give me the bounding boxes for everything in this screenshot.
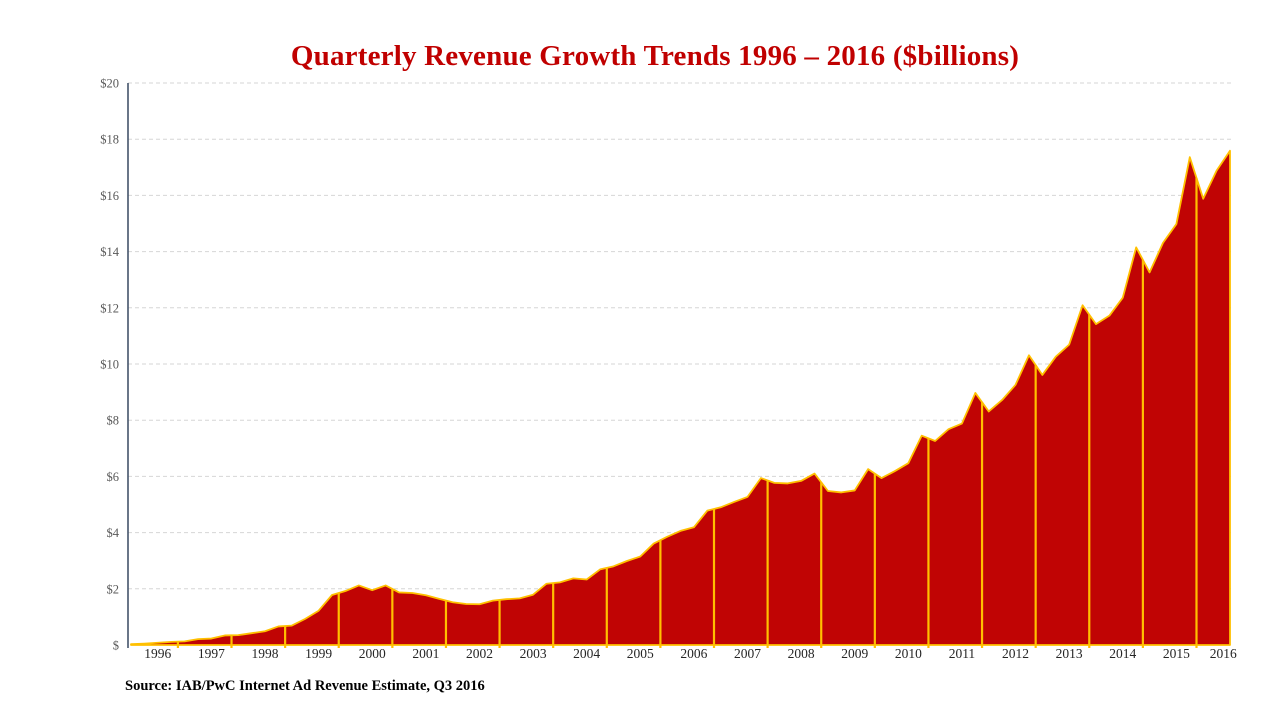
x-axis-year-label: 2011 — [949, 646, 976, 661]
y-axis-tick-label: $16 — [100, 189, 119, 203]
x-axis-year-label: 2006 — [680, 646, 707, 661]
x-axis-year-label: 1997 — [198, 646, 225, 661]
x-axis-year-label: 2013 — [1056, 646, 1083, 661]
y-axis-tick-label: $ — [113, 639, 119, 653]
x-axis-year-label: 2012 — [1002, 646, 1029, 661]
x-axis-year-label: 2004 — [573, 646, 600, 661]
y-axis-tick-label: $4 — [107, 526, 120, 540]
x-axis-year-label: 2003 — [520, 646, 547, 661]
y-axis-tick-label: $18 — [100, 133, 119, 147]
x-axis-year-label: 2015 — [1163, 646, 1190, 661]
x-axis-year-label: 2014 — [1109, 646, 1136, 661]
y-axis-tick-label: $10 — [100, 358, 119, 372]
x-axis-year-label: 1996 — [144, 646, 171, 661]
revenue-area-fill — [131, 150, 1230, 645]
x-axis-year-label: 2008 — [788, 646, 815, 661]
x-axis-year-label: 1998 — [252, 646, 279, 661]
x-axis-year-label: 2007 — [734, 646, 761, 661]
y-axis-tick-label: $14 — [100, 245, 120, 259]
y-axis-tick-label: $6 — [107, 470, 120, 484]
y-axis-tick-label: $12 — [100, 301, 119, 315]
x-axis-year-label: 2000 — [359, 646, 386, 661]
x-axis-year-label: 2009 — [841, 646, 868, 661]
x-axis-year-label: 2010 — [895, 646, 922, 661]
chart-title: Quarterly Revenue Growth Trends 1996 – 2… — [290, 40, 1020, 72]
x-axis-year-label: 2002 — [466, 646, 493, 661]
x-axis-year-label: 1999 — [305, 646, 332, 661]
y-axis-tick-label: $2 — [107, 582, 120, 596]
y-axis-tick-label: $20 — [100, 77, 119, 91]
x-axis-year-label: 2005 — [627, 646, 654, 661]
x-axis-year-label: 2016 — [1210, 646, 1237, 661]
revenue-area-border — [130, 149, 1231, 646]
y-axis-tick-label: $8 — [107, 414, 120, 428]
source-note: Source: IAB/PwC Internet Ad Revenue Esti… — [125, 678, 485, 694]
x-axis-year-label: 2001 — [412, 646, 439, 661]
